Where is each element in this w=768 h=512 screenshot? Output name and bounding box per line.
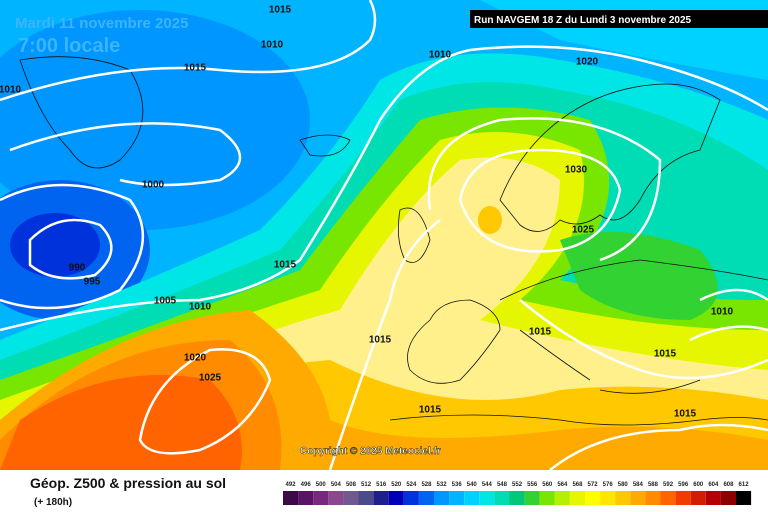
run-box — [470, 10, 768, 28]
scale-label: 600 — [693, 482, 704, 488]
scale-label: 584 — [633, 482, 644, 488]
isobar-label: 1015 — [674, 409, 697, 420]
scale-swatch — [539, 491, 555, 505]
scale-swatch — [675, 491, 691, 505]
isobar-label: 1005 — [154, 296, 177, 307]
scale-label: 548 — [497, 482, 508, 488]
isobars — [0, 0, 768, 471]
scale-swatch — [313, 491, 329, 505]
scale-swatch — [585, 491, 601, 505]
scale-swatch — [569, 491, 585, 505]
scale-label: 592 — [663, 482, 674, 488]
scale-swatch — [660, 491, 676, 505]
scale-label: 528 — [421, 482, 432, 488]
isobar-label: 995 — [84, 277, 101, 288]
map-time: 7:00 locale — [18, 35, 120, 57]
scale-label: 544 — [482, 482, 493, 488]
isobar-label: 1010 — [429, 50, 452, 61]
isobar-label: 1010 — [0, 85, 22, 96]
legend-title: Géop. Z500 & pression au sol — [30, 475, 226, 491]
scale-swatch — [630, 491, 646, 505]
scale-label: 572 — [588, 482, 599, 488]
color-scale: 492 496 500 504 508 512 516 520 524 528 532 536 540 5… — [283, 482, 752, 505]
scale-label: 588 — [648, 482, 659, 488]
isobar-label-group: 1015 1010 1010 1020 1015 1010 1030 1000 … — [0, 5, 734, 420]
scale-label: 500 — [316, 482, 327, 488]
scale-swatch — [720, 491, 736, 505]
scale-label: 504 — [331, 482, 342, 488]
isobar-label: 1025 — [199, 373, 222, 384]
scale-swatch — [615, 491, 631, 505]
scale-label: 580 — [618, 482, 629, 488]
scale-swatch — [736, 491, 752, 505]
scale-swatch — [283, 491, 299, 505]
scale-label: 532 — [437, 482, 448, 488]
scale-swatch — [524, 491, 540, 505]
scale-swatch — [373, 491, 389, 505]
scale-swatch — [645, 491, 661, 505]
scale-swatch — [343, 491, 359, 505]
scale-label: 604 — [708, 482, 719, 488]
copyright: Copyright © 2025 Meteociel.fr — [300, 446, 441, 457]
map-field — [0, 0, 768, 470]
scale-label: 552 — [512, 482, 523, 488]
scale-label: 508 — [346, 482, 357, 488]
scale-swatch — [403, 491, 419, 505]
scale-label: 540 — [467, 482, 478, 488]
scale-label: 536 — [452, 482, 463, 488]
scale-label: 576 — [603, 482, 614, 488]
scale-label: 512 — [361, 482, 372, 488]
scale-swatch — [479, 491, 495, 505]
isobar-label: 1030 — [565, 165, 588, 176]
isobar-label: 1000 — [142, 180, 165, 191]
scale-label: 496 — [301, 482, 312, 488]
scale-swatch — [705, 491, 721, 505]
scale-label: 560 — [542, 482, 553, 488]
isobar-label: 1015 — [654, 349, 677, 360]
scale-swatch — [600, 491, 616, 505]
isobar-label: 990 — [69, 263, 86, 274]
scale-swatch — [358, 491, 374, 505]
isobar-label: 1015 — [529, 327, 552, 338]
map-date: Mardi 11 novembre 2025 — [15, 15, 188, 32]
scale-swatch — [690, 491, 706, 505]
scale-swatch — [494, 491, 510, 505]
isobar-label: 1020 — [184, 353, 207, 364]
scale-swatch — [464, 491, 480, 505]
scale-label: 612 — [739, 482, 750, 488]
scale-label: 568 — [572, 482, 583, 488]
scale-swatch — [509, 491, 525, 505]
run-label: Run NAVGEM 18 Z du Lundi 3 novembre 2025 — [474, 15, 692, 26]
coastlines — [19, 56, 768, 426]
scale-label: 564 — [557, 482, 568, 488]
scale-swatch — [298, 491, 314, 505]
scale-label: 608 — [723, 482, 734, 488]
isobar-label: 1025 — [572, 225, 595, 236]
isobar-label: 1010 — [189, 302, 212, 313]
isobar-label: 1015 — [274, 260, 297, 271]
scale-swatch — [328, 491, 344, 505]
scale-label: 516 — [376, 482, 387, 488]
isobar-label: 1015 — [269, 5, 292, 16]
scale-swatch — [388, 491, 404, 505]
isobar-label: 1015 — [184, 63, 207, 74]
scale-swatch — [449, 491, 465, 505]
isobar-label: 1010 — [711, 307, 734, 318]
scale-label: 556 — [527, 482, 538, 488]
isobar-label: 1010 — [261, 40, 284, 51]
scale-swatch — [418, 491, 434, 505]
isobar-label: 1015 — [419, 405, 442, 416]
isobar-label: 1015 — [369, 335, 392, 346]
legend-lead: (+ 180h) — [34, 497, 72, 508]
scale-label: 524 — [406, 482, 417, 488]
scale-label: 596 — [678, 482, 689, 488]
isobar-label: 1020 — [576, 57, 599, 68]
scale-swatch — [554, 491, 570, 505]
scale-label: 520 — [391, 482, 402, 488]
scale-swatch — [434, 491, 450, 505]
scale-label: 492 — [286, 482, 297, 488]
